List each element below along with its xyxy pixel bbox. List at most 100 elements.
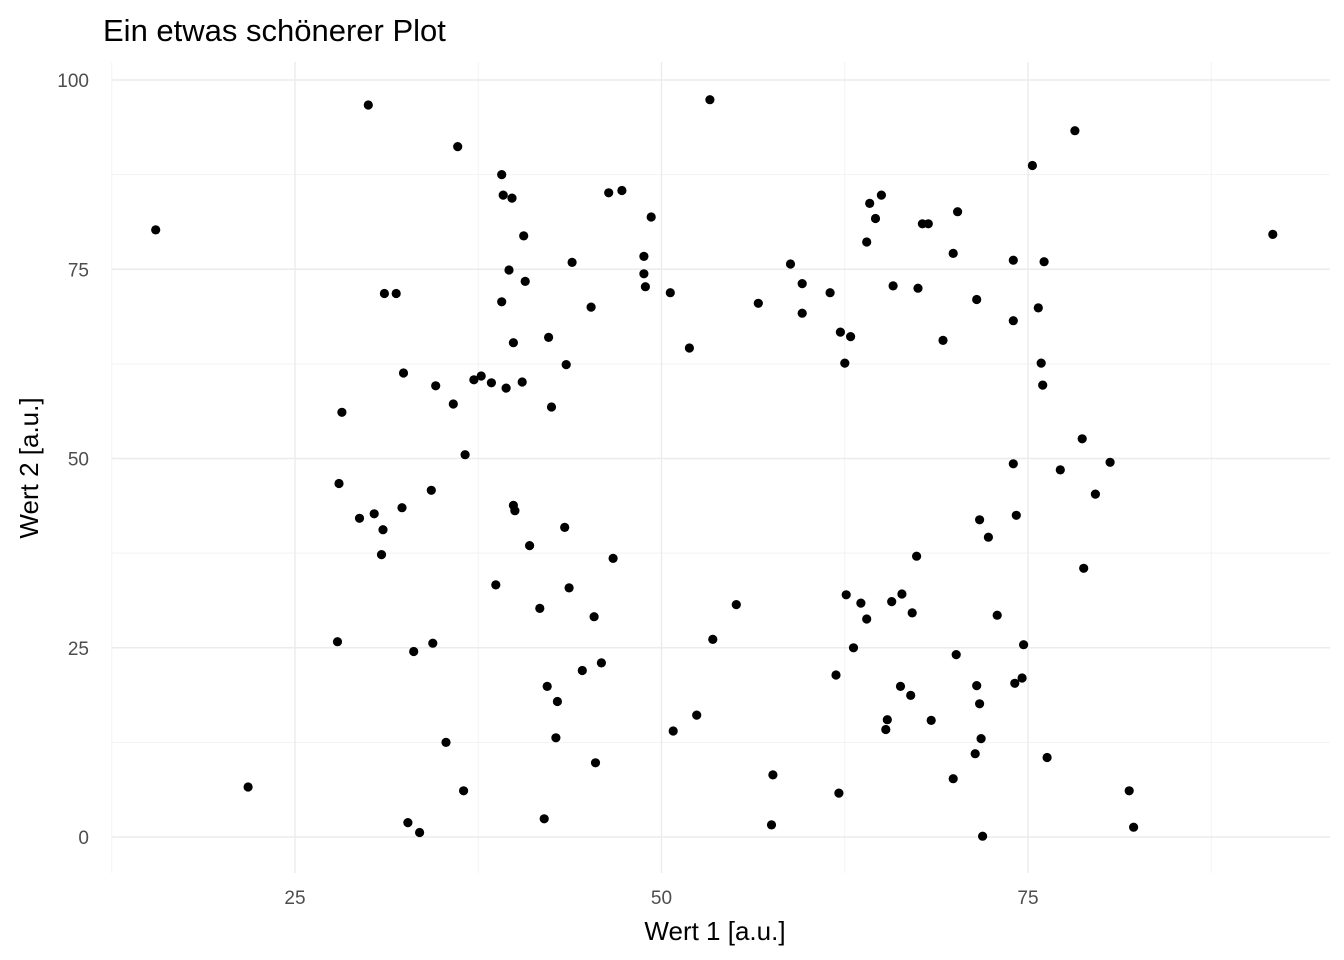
- data-point: [431, 381, 441, 391]
- data-point: [535, 603, 545, 614]
- data-point: [589, 612, 599, 622]
- data-point: [542, 681, 552, 692]
- data-point: [460, 450, 470, 460]
- data-point: [797, 308, 807, 318]
- data-point: [825, 288, 835, 298]
- data-point: [441, 737, 451, 748]
- data-point: [639, 251, 649, 261]
- data-point: [501, 383, 511, 393]
- y-tick-label: 25: [68, 639, 89, 660]
- data-point: [785, 259, 796, 269]
- data-point: [646, 212, 656, 222]
- data-point: [604, 188, 614, 198]
- data-point: [856, 598, 866, 608]
- data-point: [888, 281, 898, 291]
- data-point: [913, 283, 923, 293]
- data-point: [520, 276, 530, 286]
- data-point: [476, 371, 486, 381]
- data-point: [912, 551, 922, 561]
- data-point: [705, 95, 715, 105]
- data-point: [975, 699, 985, 709]
- data-point: [1129, 822, 1139, 832]
- data-point: [552, 696, 563, 707]
- data-point: [337, 407, 347, 417]
- data-point: [668, 726, 678, 736]
- data-point: [897, 589, 907, 599]
- data-point: [453, 142, 463, 152]
- data-point: [544, 332, 554, 342]
- data-point: [363, 100, 373, 110]
- data-points: [151, 95, 1278, 841]
- data-point: [403, 818, 413, 828]
- data-point: [862, 614, 872, 624]
- data-point: [1019, 640, 1029, 650]
- data-point: [797, 279, 807, 289]
- data-point: [895, 681, 906, 692]
- data-point: [665, 288, 675, 298]
- data-point: [397, 503, 407, 513]
- data-point: [1070, 126, 1080, 136]
- data-point: [976, 734, 986, 744]
- data-point: [692, 710, 702, 720]
- data-point: [1010, 678, 1020, 688]
- data-point: [497, 170, 507, 180]
- data-point: [834, 788, 844, 798]
- data-point: [753, 298, 763, 308]
- major-grid: [112, 62, 1330, 873]
- data-point: [835, 327, 846, 337]
- y-tick-label: 75: [68, 260, 89, 281]
- data-point: [841, 590, 851, 600]
- data-point: [870, 213, 881, 224]
- minor-grid: [111, 62, 1330, 873]
- data-point: [731, 600, 741, 610]
- data-point: [551, 733, 561, 743]
- data-point: [948, 774, 958, 784]
- data-point: [486, 378, 496, 388]
- data-point: [586, 302, 596, 312]
- data-point: [525, 541, 535, 551]
- chart-title: Ein etwas schönerer Plot: [103, 13, 446, 48]
- data-point: [519, 231, 529, 241]
- data-point: [577, 665, 587, 676]
- data-point: [951, 650, 961, 660]
- data-point: [507, 193, 517, 203]
- data-point: [497, 297, 507, 307]
- data-point: [708, 634, 718, 645]
- data-point: [426, 485, 436, 495]
- data-point: [865, 198, 875, 208]
- data-point: [639, 269, 649, 279]
- data-point: [840, 358, 850, 368]
- data-point: [391, 288, 401, 299]
- data-point: [378, 525, 388, 535]
- data-point: [379, 288, 389, 299]
- data-point: [459, 786, 469, 796]
- x-tick-label: 75: [1017, 888, 1038, 909]
- data-point: [831, 670, 841, 680]
- data-point: [1008, 316, 1018, 326]
- data-point: [560, 522, 570, 533]
- data-point: [1008, 459, 1018, 469]
- data-point: [1017, 673, 1027, 683]
- data-point: [561, 360, 571, 370]
- data-point: [596, 658, 607, 668]
- data-point: [617, 185, 627, 196]
- data-point: [428, 638, 438, 648]
- data-point: [1079, 563, 1089, 573]
- data-point: [1033, 303, 1043, 313]
- data-point: [398, 368, 409, 378]
- data-point: [948, 248, 958, 258]
- data-point: [1077, 434, 1087, 444]
- data-point: [887, 597, 897, 607]
- y-tick-label: 0: [78, 828, 89, 849]
- data-point: [1039, 257, 1049, 267]
- data-point: [517, 377, 527, 387]
- data-point: [846, 332, 856, 342]
- data-point: [926, 715, 936, 726]
- x-tick-label: 50: [651, 888, 672, 909]
- x-axis-ticks: 25 50 75: [284, 888, 1038, 909]
- data-point: [1042, 752, 1052, 763]
- data-point: [882, 715, 892, 725]
- data-point: [1268, 229, 1278, 239]
- data-point: [546, 402, 557, 412]
- data-point: [376, 550, 387, 560]
